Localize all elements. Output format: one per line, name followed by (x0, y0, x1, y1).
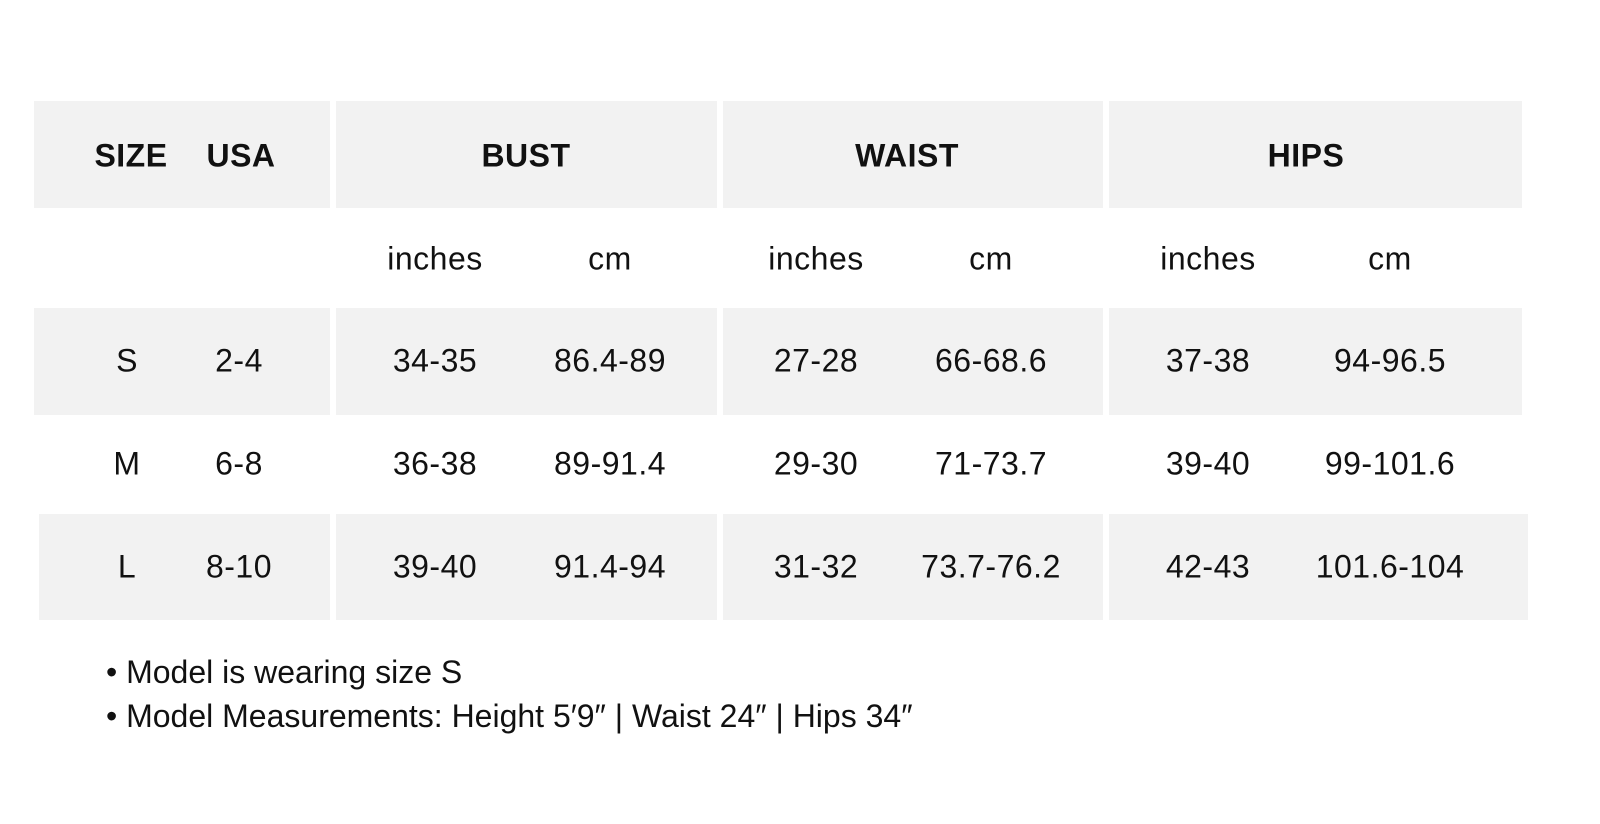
unit-label: inches (387, 240, 483, 277)
shaded-cell (1109, 101, 1522, 208)
measurement-cell: 36-38 (392, 445, 478, 482)
shaded-cell (39, 514, 330, 620)
note-model-size: • Model is wearing size S (106, 654, 463, 690)
unit-label: cm (1368, 240, 1412, 277)
shaded-cell (1109, 514, 1528, 620)
usa-size-cell: 6-8 (215, 445, 263, 482)
size-cell: L (117, 548, 137, 585)
measurement-cell: 89-91.4 (553, 445, 667, 482)
measurement-cell: 66-68.6 (934, 342, 1048, 379)
measurement-cell: 94-96.5 (1333, 342, 1447, 379)
shaded-cell (34, 101, 330, 208)
measurement-cell: 42-43 (1165, 548, 1251, 585)
note-model-measurements: • Model Measurements: Height 5′9″ | Wais… (106, 698, 913, 734)
unit-label: cm (969, 240, 1013, 277)
measurement-cell: 27-28 (773, 342, 859, 379)
shaded-cell (336, 514, 717, 620)
header-bust: BUST (481, 137, 571, 174)
unit-label: inches (768, 240, 864, 277)
shaded-cell (336, 101, 717, 208)
measurement-cell: 86.4-89 (553, 342, 667, 379)
header-usa: USA (206, 137, 276, 174)
header-waist: WAIST (855, 137, 959, 174)
unit-label: inches (1160, 240, 1256, 277)
shaded-cell (1109, 308, 1522, 415)
measurement-cell: 73.7-76.2 (921, 548, 1061, 585)
header-size: SIZE (94, 137, 168, 174)
measurement-cell: 91.4-94 (553, 548, 667, 585)
measurement-cell: 99-101.6 (1324, 445, 1456, 482)
measurement-cell: 34-35 (392, 342, 478, 379)
header-hips: HIPS (1267, 137, 1345, 174)
measurement-cell: 31-32 (773, 548, 859, 585)
shaded-cell (723, 308, 1103, 415)
shaded-cell (34, 308, 330, 415)
size-cell: M (113, 445, 141, 482)
usa-size-cell: 2-4 (215, 342, 263, 379)
usa-size-cell: 8-10 (205, 548, 273, 585)
shaded-cell (723, 514, 1103, 620)
size-cell: S (116, 342, 138, 379)
shaded-cell (723, 101, 1103, 208)
measurement-cell: 101.6-104 (1315, 548, 1465, 585)
measurement-cell: 39-40 (392, 548, 478, 585)
unit-label: cm (588, 240, 632, 277)
measurement-cell: 37-38 (1165, 342, 1251, 379)
measurement-cell: 71-73.7 (934, 445, 1048, 482)
notes: • Model is wearing size S • Model Measur… (106, 650, 913, 738)
measurement-cell: 39-40 (1165, 445, 1251, 482)
shaded-cell (336, 308, 717, 415)
measurement-cell: 29-30 (773, 445, 859, 482)
